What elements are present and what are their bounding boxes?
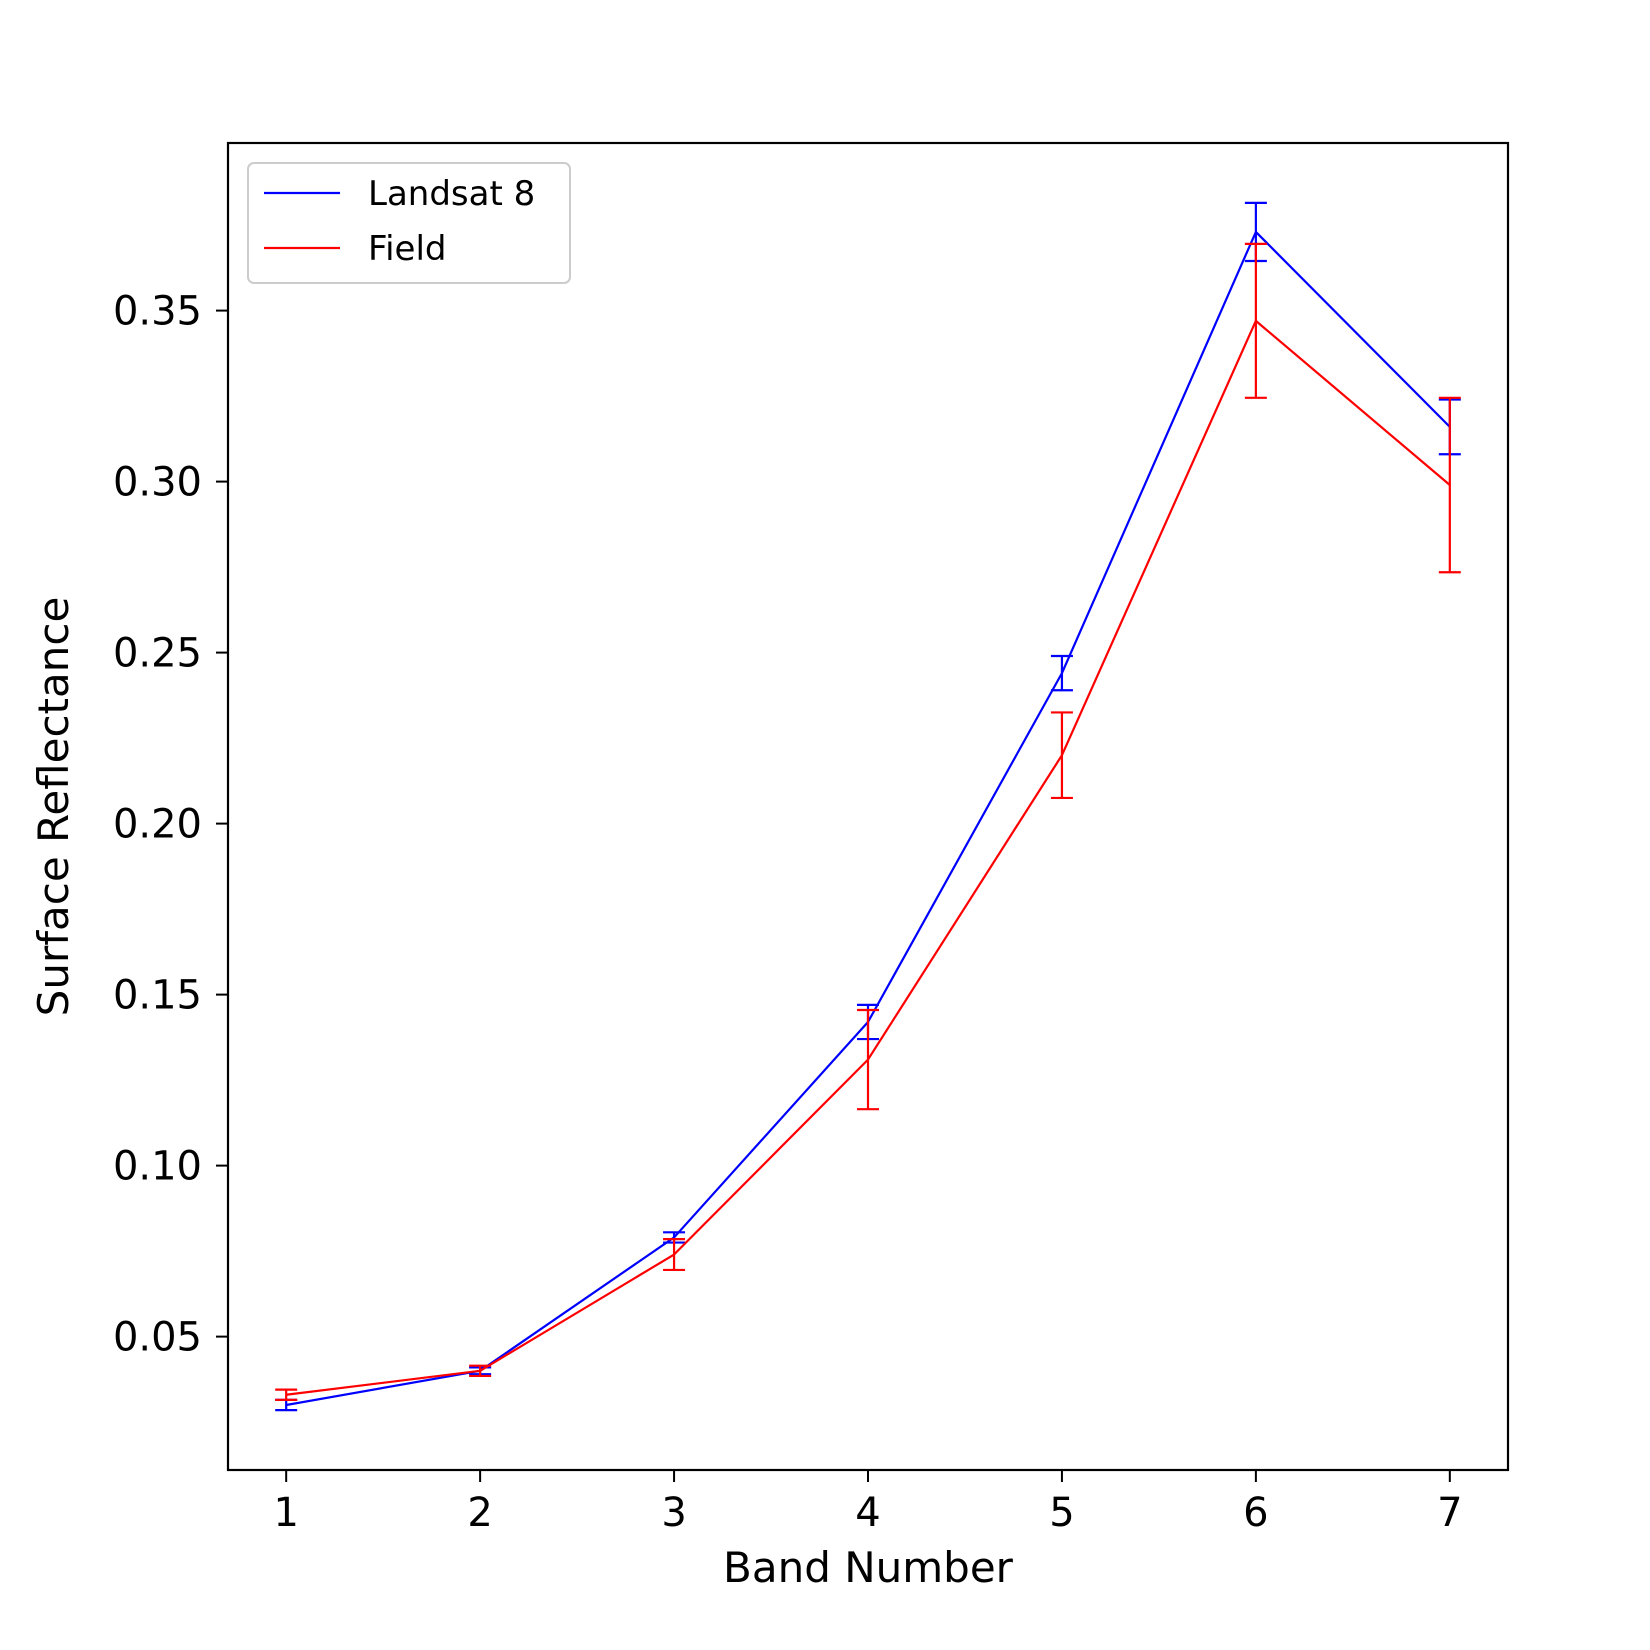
y-tick-label: 0.30 bbox=[113, 460, 202, 506]
y-tick-label: 0.20 bbox=[113, 802, 202, 848]
axes-layer: 1 2 3 4 5 6 7 0.05 0.10 0.15 0.20 0.25 0.30 0.35 bbox=[113, 141, 1510, 1536]
y-tick-label: 0.25 bbox=[113, 631, 202, 677]
legend: Landsat 8 Field bbox=[247, 162, 571, 284]
x-axis-label: Band Number bbox=[723, 1543, 1014, 1592]
x-tick-label: 6 bbox=[1243, 1490, 1268, 1536]
legend-label: Field bbox=[368, 229, 446, 269]
error-bar bbox=[857, 1008, 879, 1111]
series-field bbox=[275, 242, 1461, 1401]
x-tick-label: 1 bbox=[273, 1490, 298, 1536]
error-bar bbox=[1050, 711, 1073, 800]
y-axis-label: Surface Reflectance bbox=[29, 597, 78, 1017]
plot-area bbox=[228, 143, 1508, 1470]
legend-label: Landsat 8 bbox=[368, 174, 535, 214]
y-tick-label: 0.05 bbox=[113, 1315, 202, 1361]
x-tick-label: 7 bbox=[1437, 1490, 1462, 1536]
y-tick-label: 0.10 bbox=[113, 1144, 202, 1190]
x-tick-label: 3 bbox=[661, 1490, 686, 1536]
x-tick-label: 5 bbox=[1049, 1490, 1074, 1536]
x-tick-label: 4 bbox=[855, 1490, 880, 1536]
y-tick-label: 0.15 bbox=[113, 973, 202, 1019]
error-bar bbox=[663, 1238, 686, 1272]
series-layer bbox=[275, 201, 1461, 1412]
error-bar bbox=[1244, 242, 1267, 399]
error-bar bbox=[1050, 654, 1073, 692]
legend-entry: Field bbox=[264, 229, 446, 269]
y-tick-label: 0.35 bbox=[113, 289, 202, 335]
error-bar bbox=[1438, 396, 1461, 574]
error-bar bbox=[469, 1364, 492, 1378]
x-tick-label: 2 bbox=[467, 1490, 492, 1536]
legend-entry: Landsat 8 bbox=[264, 174, 535, 214]
error-bar bbox=[275, 1388, 298, 1401]
